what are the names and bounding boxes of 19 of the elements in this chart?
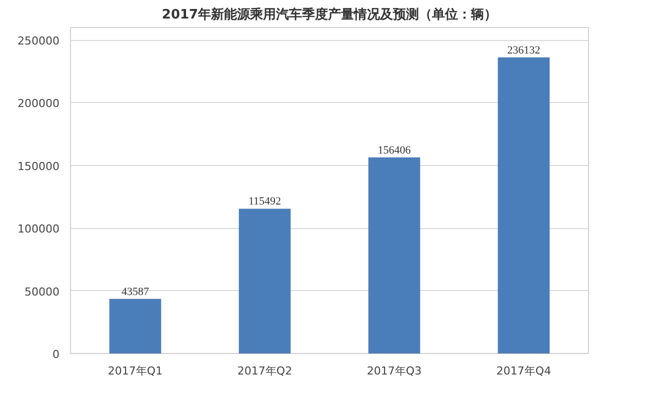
- x-tick-label: 2017年Q4: [496, 364, 552, 378]
- y-tick-label: 100000: [18, 222, 60, 236]
- data-label: 115492: [248, 196, 282, 208]
- y-tick-label: 150000: [18, 160, 60, 173]
- bar: [109, 298, 162, 354]
- data-label: 156406: [378, 144, 412, 156]
- bar: [498, 57, 550, 354]
- bar: [368, 157, 420, 354]
- x-tick-label: 2017年Q2: [237, 364, 292, 378]
- bar: [238, 208, 291, 354]
- x-tick-label: 2017年Q1: [108, 364, 163, 378]
- x-tick-label: 2017年Q3: [366, 364, 422, 378]
- y-tick-label: 50000: [24, 285, 60, 298]
- y-tick-label: 250000: [18, 34, 60, 48]
- y-tick-label: 200000: [18, 97, 60, 110]
- chart-title: 2017年新能源乘用汽车季度产量情况及预测（单位：辆）: [162, 6, 498, 22]
- y-tick-label: 0: [52, 348, 60, 361]
- data-label: 43587: [122, 286, 150, 298]
- data-label: 236132: [507, 44, 540, 56]
